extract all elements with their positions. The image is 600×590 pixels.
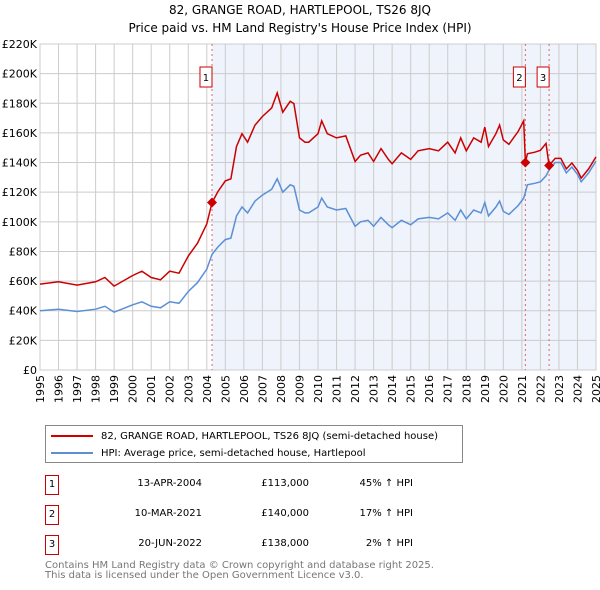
x-tick-label: 2019 [479,375,492,403]
sale-date: 10-MAR-2021 [134,508,202,519]
sale-label: 2 [516,73,522,84]
sale-price: £138,000 [261,538,309,549]
x-tick-label: 2007 [256,375,269,403]
x-tick-label: 1997 [71,375,84,403]
x-tick-label: 2002 [164,375,177,403]
x-tick-label: 2016 [423,375,436,403]
chart-subtitle: Price paid vs. HM Land Registry's House … [128,21,471,35]
y-tick-label: £160K [2,127,38,140]
x-tick-label: 2018 [460,375,473,403]
x-tick-label: 2008 [275,375,288,403]
x-tick-label: 2013 [368,375,381,403]
sale-number: 1 [45,475,59,495]
legend-label: 82, GRANGE ROAD, HARTLEPOOL, TS26 8JQ (s… [101,430,438,442]
price-chart: 82, GRANGE ROAD, HARTLEPOOL, TS26 8JQ Pr… [2,3,600,403]
x-tick-label: 2024 [571,375,584,403]
x-tick-label: 2011 [331,375,344,403]
legend-swatch-red [51,435,93,437]
sale-date: 13-APR-2004 [137,478,202,489]
x-tick-label: 2021 [516,375,529,403]
sale-number: 2 [45,505,59,525]
y-tick-label: £40K [9,305,38,318]
y-tick-label: £20K [9,334,38,347]
sale-hpi-diff: 45% ↑ HPI [359,478,413,489]
chart-title: 82, GRANGE ROAD, HARTLEPOOL, TS26 8JQ [169,3,431,17]
legend-item-property: 82, GRANGE ROAD, HARTLEPOOL, TS26 8JQ (s… [46,428,438,444]
x-tick-label: 2020 [497,375,510,403]
shaded-region [211,44,597,370]
sale-date: 20-JUN-2022 [138,538,202,549]
footer-licence: This data is licensed under the Open Gov… [45,570,364,581]
x-tick-label: 2000 [127,375,140,403]
sale-row: 3 20-JUN-2022 £138,000 2% ↑ HPI [45,535,445,555]
x-tick-label: 2001 [145,375,158,403]
x-tick-label: 1999 [108,375,121,403]
x-tick-label: 2025 [590,375,600,403]
x-tick-label: 2010 [312,375,325,403]
sale-label-box [199,66,213,88]
sale-hpi-diff: 17% ↑ HPI [359,508,413,519]
y-tick-label: £120K [2,186,38,199]
x-tick-label: 2009 [293,375,306,403]
plot-border [39,43,597,371]
legend-swatch-blue [51,452,93,454]
x-tick-label: 1998 [90,375,103,403]
x-tick-label: 1995 [34,375,47,403]
sale-point [206,197,217,208]
y-tick-label: £0 [23,364,37,377]
sale-row: 1 13-APR-2004 £113,000 45% ↑ HPI [45,475,445,495]
y-tick-label: £140K [2,157,38,170]
x-tick-label: 2003 [182,375,195,403]
x-tick-label: 2017 [442,375,455,403]
x-tick-label: 2014 [386,375,399,403]
footer-copyright: Contains HM Land Registry data © Crown c… [45,560,434,571]
sale-point [544,160,555,171]
y-tick-label: £220K [2,38,38,51]
sale-label: 3 [540,73,546,84]
x-tick-label: 2004 [201,375,214,403]
hpi-line [39,160,597,314]
x-tick-label: 2012 [349,375,362,403]
sale-row: 2 10-MAR-2021 £140,000 17% ↑ HPI [45,505,445,525]
sale-price: £140,000 [261,508,309,519]
y-tick-label: £200K [2,68,38,81]
sale-point [520,157,531,168]
sale-label-box [536,66,550,88]
legend-label: HPI: Average price, semi-detached house,… [101,447,366,459]
x-tick-label: 2006 [238,375,251,403]
legend: 82, GRANGE ROAD, HARTLEPOOL, TS26 8JQ (s… [45,425,463,463]
sale-label: 1 [203,73,209,84]
y-tick-label: £80K [9,245,38,258]
sale-number: 3 [45,535,59,555]
x-tick-label: 2005 [219,375,232,403]
x-tick-label: 2023 [553,375,566,403]
x-tick-label: 2022 [534,375,547,403]
sale-hpi-diff: 2% ↑ HPI [365,538,413,549]
sale-label-box [512,66,526,88]
y-tick-label: £180K [2,97,38,110]
y-tick-label: £100K [2,216,38,229]
y-tick-label: £60K [9,275,38,288]
sale-price: £113,000 [261,478,309,489]
legend-item-hpi: HPI: Average price, semi-detached house,… [46,445,366,461]
x-tick-label: 2015 [405,375,418,403]
x-tick-label: 1996 [53,375,66,403]
